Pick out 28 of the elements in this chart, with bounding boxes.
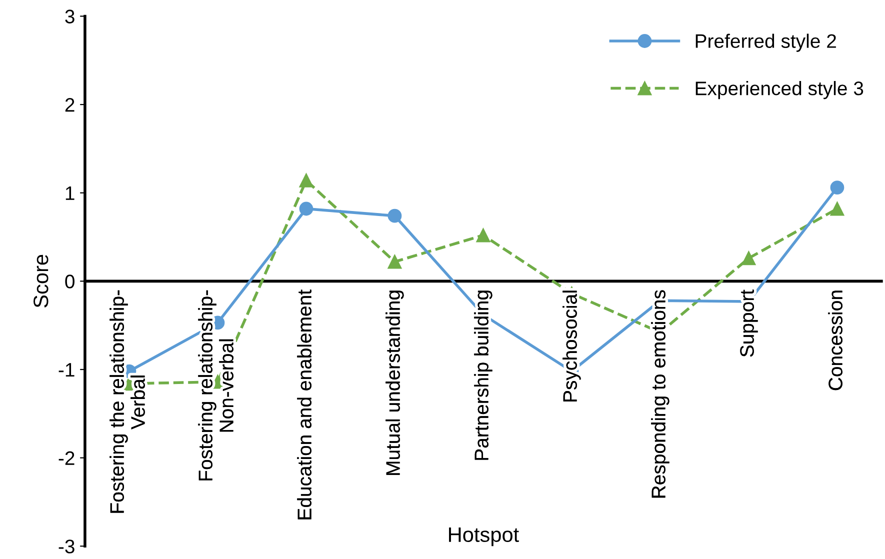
x-tick-label: Mutual understanding <box>386 290 404 475</box>
point <box>299 202 314 216</box>
y-tick-label: -3 <box>58 540 74 554</box>
point <box>299 174 314 188</box>
x-tick-label: Partnership building <box>474 290 492 460</box>
y-axis-title: Score <box>34 254 48 308</box>
point <box>830 202 844 216</box>
point <box>476 228 490 242</box>
point <box>742 251 756 266</box>
point <box>830 180 844 194</box>
x-tick-label: Responding to emotions <box>651 290 670 498</box>
y-tick-label: -1 <box>58 363 74 377</box>
y-tick-label: 3 <box>65 10 74 24</box>
point <box>388 208 402 223</box>
x-tick-label: Support <box>740 290 758 357</box>
y-tick-label: 2 <box>65 98 74 112</box>
x-tick-label: Fostering relationship- Non-verbal <box>198 290 234 480</box>
legend-label: Preferred style 2 <box>696 34 836 52</box>
x-axis-title: Hotspot <box>449 527 519 546</box>
point <box>388 254 402 269</box>
x-tick-label: Education and enablement <box>297 290 312 520</box>
y-tick-label: 0 <box>65 274 74 288</box>
y-tick-label: -2 <box>58 451 74 465</box>
y-tick-label: 1 <box>66 186 74 200</box>
x-tick-label: Fostering the relationship- Verbal <box>110 290 145 513</box>
x-tick-label: Psychosocial <box>562 290 581 402</box>
x-tick-label: Concession <box>828 290 842 390</box>
legend-label: Experienced style 3 <box>696 81 864 100</box>
